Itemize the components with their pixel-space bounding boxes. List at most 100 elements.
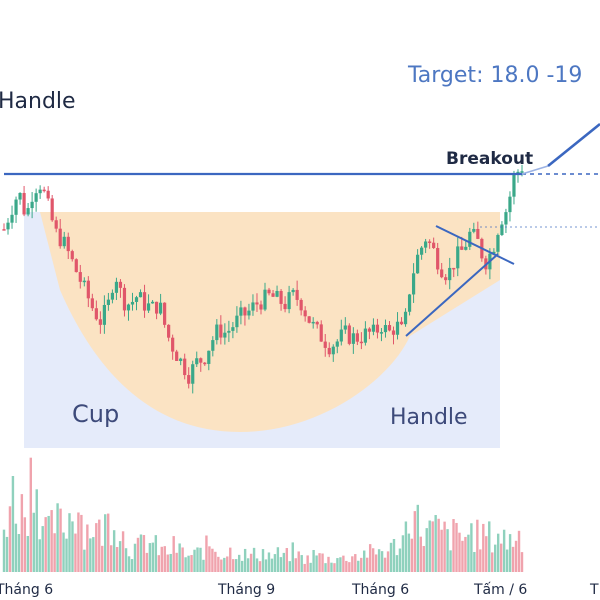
- candle-body: [82, 280, 86, 283]
- volume-bar: [386, 551, 390, 572]
- volume-bar: [511, 546, 515, 572]
- volume-bar: [270, 558, 274, 572]
- volume-bar: [365, 557, 369, 572]
- volume-bar: [410, 538, 414, 572]
- breakout-label: Breakout: [446, 149, 533, 169]
- volume-bar: [434, 515, 437, 572]
- volume-bar: [392, 539, 396, 572]
- volume-bar: [160, 546, 163, 572]
- volume-bar: [505, 549, 509, 572]
- candle-body: [468, 231, 472, 247]
- candle-body: [163, 302, 167, 325]
- candle-body: [315, 321, 319, 325]
- volume-bar: [419, 536, 422, 572]
- candle-body: [267, 289, 271, 294]
- volume-bar: [181, 547, 184, 572]
- volume-bar: [2, 529, 6, 572]
- candle-body: [379, 332, 384, 334]
- volume-bar: [482, 523, 485, 572]
- volume-bar: [479, 549, 482, 572]
- volume-bar: [273, 554, 277, 572]
- candle-body: [231, 327, 235, 331]
- candle-body: [118, 281, 123, 288]
- volume-bar: [217, 556, 220, 572]
- volume-bar: [95, 523, 98, 572]
- volume-bar: [148, 543, 152, 572]
- volume-bar: [395, 555, 399, 572]
- volume-bar: [368, 544, 372, 572]
- candle-body: [472, 228, 476, 232]
- volume-bar: [190, 555, 193, 572]
- volume-bar: [205, 535, 208, 572]
- volume-bar: [383, 557, 387, 572]
- volume-bar: [41, 526, 44, 572]
- candle-body: [375, 324, 380, 333]
- volume-bar: [77, 512, 80, 572]
- volume-bar: [517, 530, 521, 572]
- candle-body: [496, 234, 500, 252]
- candle-body: [187, 375, 191, 384]
- candle-body: [102, 304, 106, 325]
- candle-body: [283, 303, 287, 310]
- volume-bar: [187, 555, 190, 572]
- candle-body: [428, 241, 432, 243]
- candle-body: [126, 304, 131, 311]
- volume-bar: [214, 551, 217, 572]
- volume-bar: [184, 557, 187, 572]
- candle-body: [432, 242, 436, 249]
- volume-bar: [288, 561, 291, 572]
- candle-body: [403, 311, 408, 325]
- candle-body: [251, 302, 255, 311]
- volume-bar: [199, 547, 202, 572]
- volume-bar: [68, 513, 71, 572]
- candle-body: [407, 294, 412, 312]
- candle-body: [335, 341, 339, 347]
- volume-bar: [65, 538, 68, 572]
- candle-body: [227, 330, 231, 333]
- volume-bar: [157, 555, 161, 572]
- volume-bar: [404, 521, 408, 572]
- volume-bar: [53, 533, 56, 572]
- volume-bar: [11, 476, 15, 572]
- candle-body: [42, 189, 46, 192]
- candle-body: [303, 310, 307, 317]
- volume-bar: [401, 535, 405, 572]
- volume-bar: [151, 542, 155, 572]
- volume-bar: [485, 536, 488, 572]
- volume-bar: [74, 533, 77, 572]
- candle-body: [411, 273, 416, 295]
- candle-body: [207, 350, 211, 364]
- candle-body: [347, 325, 351, 344]
- volume-bar: [455, 522, 458, 572]
- candle-body: [130, 301, 135, 305]
- volume-bar: [118, 541, 122, 572]
- volume-bar: [62, 532, 65, 572]
- candle-body: [215, 324, 219, 341]
- candle-body: [279, 290, 283, 304]
- volume-bar: [499, 543, 503, 572]
- target-label: Target: 18.0 -19: [407, 63, 582, 88]
- volume-bar: [71, 521, 74, 572]
- volume-bar: [154, 535, 158, 572]
- candle-body: [504, 212, 508, 225]
- volume-bar: [47, 515, 50, 572]
- volume-bar: [163, 546, 166, 572]
- volume-bar: [172, 536, 175, 572]
- volume-bar: [196, 547, 199, 572]
- candle-body: [395, 321, 400, 335]
- candle-body: [255, 302, 259, 305]
- candle-body: [271, 293, 275, 297]
- volume-bar: [389, 542, 393, 572]
- volume-bar: [360, 557, 363, 572]
- volume-bar: [279, 557, 283, 572]
- volume-bar: [496, 533, 500, 572]
- volume-bar: [17, 534, 21, 572]
- volume-bar: [428, 520, 431, 572]
- candle-body: [183, 358, 187, 376]
- candle-body: [10, 214, 14, 223]
- candle-body: [367, 328, 372, 332]
- candles: [2, 164, 524, 394]
- volume-bar: [339, 557, 342, 572]
- volume-bar: [264, 559, 268, 572]
- target-arrow: [547, 122, 600, 168]
